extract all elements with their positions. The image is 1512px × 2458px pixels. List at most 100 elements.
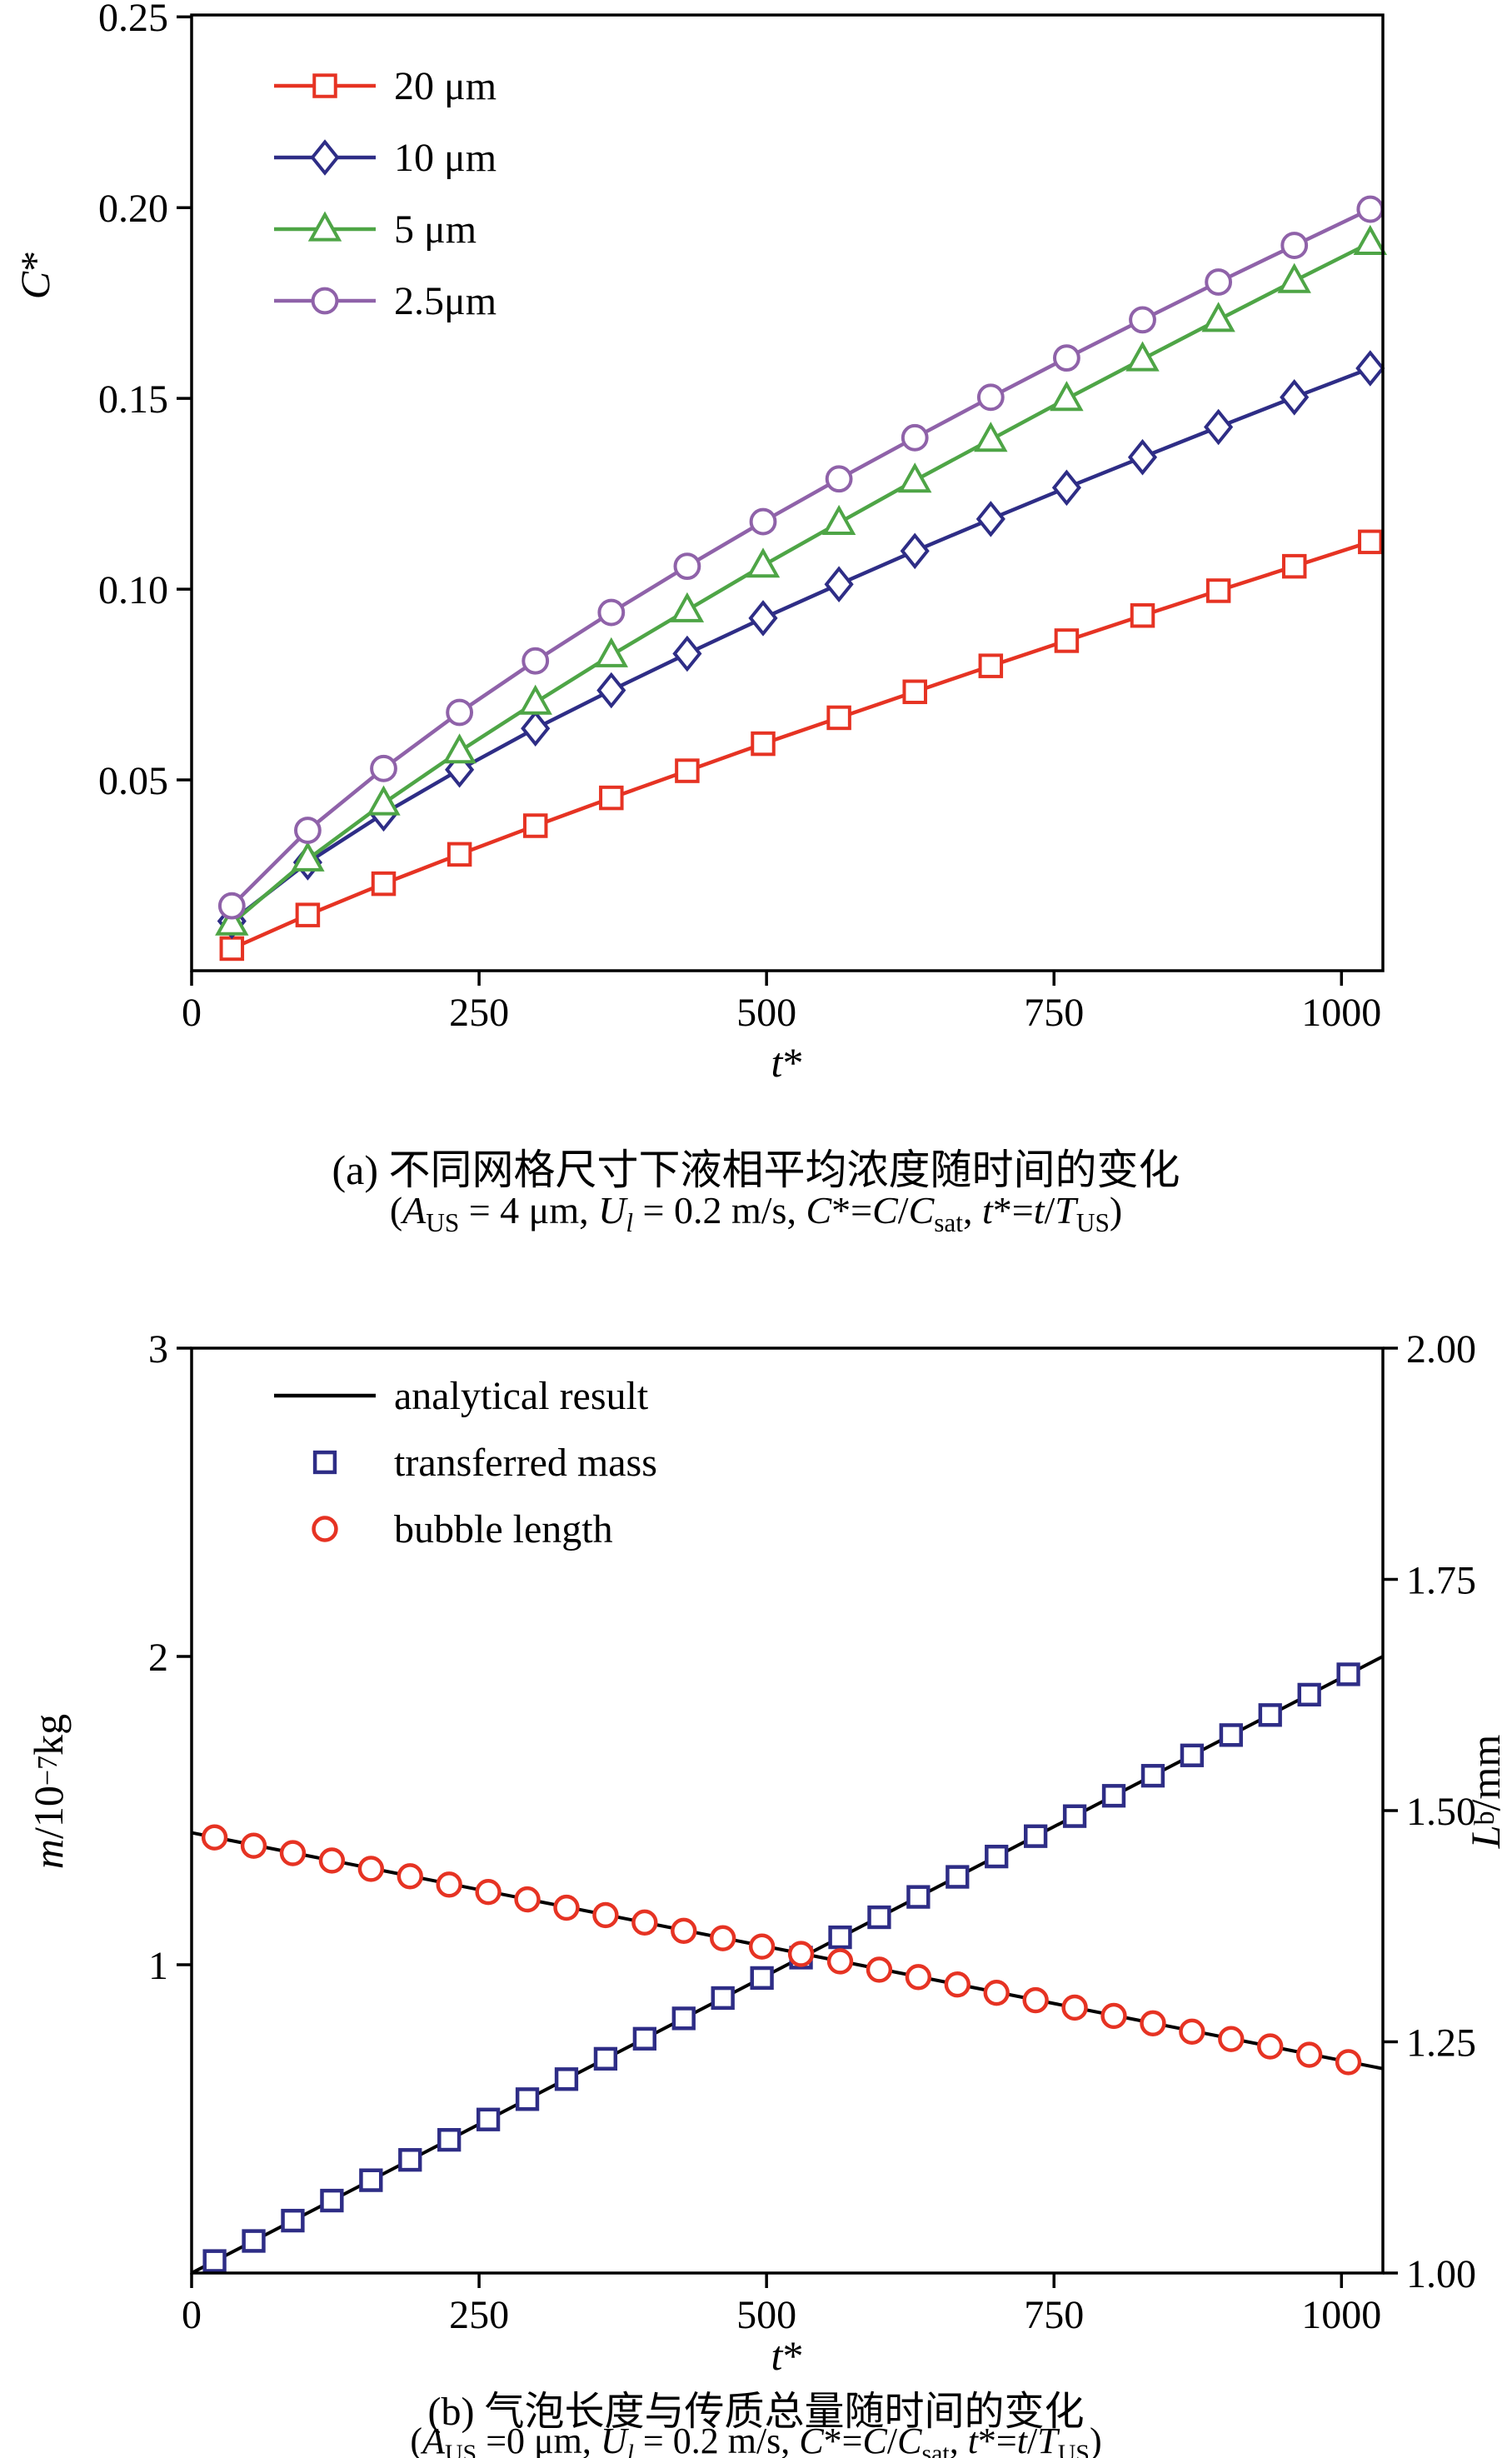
series-marker-0	[675, 758, 700, 783]
legend-circle-marker	[312, 1516, 338, 1542]
legend-square-marker	[312, 1450, 337, 1475]
series-marker-0	[1281, 553, 1307, 579]
series-marker-3	[748, 1933, 776, 1960]
series-marker-3	[976, 383, 1005, 412]
caption-a-line1: (a) 不同网格尺寸下液相平均浓度随时间的变化	[332, 1147, 1180, 1193]
series-marker-2	[1336, 1662, 1360, 1686]
series-marker-2	[359, 2168, 383, 2192]
series-marker-2	[670, 592, 705, 622]
y-axis-tick-label: 2	[148, 1636, 168, 1680]
series-marker-2	[746, 547, 781, 578]
series-marker-2	[1219, 1723, 1243, 1747]
chart-a-y-axis-label: C *	[12, 250, 58, 300]
series-marker-1	[521, 710, 551, 747]
series-marker-3	[1280, 232, 1309, 259]
legend-sample-5-m	[274, 211, 376, 242]
legend-label-5-m: 5 μm	[394, 207, 477, 252]
y-axis-tick-label: 0.25	[98, 0, 168, 40]
legend-square-marker	[312, 73, 337, 98]
series-marker-3	[318, 1847, 346, 1874]
series-marker-3	[370, 754, 397, 782]
series-marker-3	[901, 423, 929, 452]
legend-label-20-m: 20 μm	[394, 63, 497, 108]
series-marker-3	[1205, 268, 1233, 296]
series-marker-3	[521, 647, 550, 675]
series-marker-3	[201, 1824, 228, 1851]
series-marker-2	[518, 684, 552, 715]
x-axis-tick-label: 500	[736, 991, 796, 1035]
chart-a-legend: 20 μm 10 μm 5 μm 2.5μm	[271, 50, 497, 337]
series-marker-3	[825, 465, 853, 493]
series-marker-3	[1179, 2018, 1205, 2045]
series-marker-3	[1335, 2049, 1362, 2076]
series-marker-3	[983, 1979, 1010, 2006]
series-marker-3	[866, 1956, 893, 1983]
series-marker-0	[1130, 602, 1155, 628]
series-marker-0	[295, 902, 321, 927]
series-marker-2	[1050, 381, 1084, 412]
series-marker-2	[1353, 224, 1388, 255]
series-marker-0	[978, 653, 1004, 678]
x-axis-tick-label: 750	[1024, 991, 1084, 1035]
series-marker-1	[1051, 469, 1081, 507]
series-line-3	[230, 207, 1371, 907]
right-y-axis-tick-label: 2.00	[1406, 1327, 1476, 1371]
x-axis-tick-label: 0	[182, 991, 202, 1035]
series-marker-3	[787, 1941, 815, 1967]
legend-item-2-5-m: 2.5μm	[271, 265, 497, 337]
series-marker-3	[671, 1917, 697, 1944]
series-marker-3	[294, 817, 322, 844]
chart-a-x-axis-label: t*	[771, 1039, 804, 1086]
series-marker-3	[631, 1909, 658, 1936]
legend-item-5-m: 5 μm	[271, 193, 497, 265]
series-marker-2	[671, 2006, 696, 2031]
series-marker-3	[592, 1901, 619, 1929]
series-marker-2	[442, 733, 477, 764]
series-marker-3	[357, 1856, 385, 1882]
legend-sample-10-m	[274, 139, 376, 176]
series-marker-2	[593, 2046, 618, 2071]
series-marker-2	[320, 2188, 344, 2213]
legend-sample-analytical-result	[274, 1393, 376, 1398]
series-marker-1	[596, 672, 626, 709]
series-marker-2	[437, 2128, 462, 2152]
series-marker-0	[1358, 529, 1383, 555]
x-axis-tick-label: 1000	[1301, 991, 1381, 1035]
series-marker-0	[826, 705, 851, 731]
series-marker-2	[242, 2229, 266, 2253]
legend-sample-20-m	[274, 73, 376, 98]
legend-item-bubble-length: bubble length	[271, 1496, 657, 1562]
series-marker-3	[1053, 344, 1080, 372]
legend-item-transferred-mass: transferred mass	[271, 1429, 657, 1496]
series-marker-2	[974, 422, 1008, 452]
series-marker-2	[202, 2249, 227, 2273]
right-y-axis-tick-label: 1.00	[1406, 2252, 1476, 2296]
series-marker-3	[1100, 2002, 1127, 2030]
series-marker-2	[515, 2087, 540, 2111]
series-marker-2	[632, 2026, 656, 2051]
series-marker-0	[902, 679, 927, 705]
y-axis-tick-label: 0.20	[98, 187, 168, 231]
y-axis-tick-label: 0.10	[98, 568, 168, 612]
series-marker-2	[985, 1844, 1009, 1869]
legend-item-10-m: 10 μm	[271, 122, 497, 193]
right-y-axis-tick-label: 1.25	[1406, 2021, 1476, 2065]
series-marker-3	[1257, 2033, 1284, 2060]
legend-sample-bubble-length	[312, 1516, 338, 1542]
series-marker-0	[447, 842, 472, 867]
series-marker-3	[710, 1925, 736, 1951]
series-marker-1	[976, 501, 1006, 537]
series-marker-3	[436, 1871, 462, 1898]
series-marker-2	[821, 504, 856, 535]
caption-b-line2: (AUS =0 μm, Ul = 0.2 m/s, C*=C/Csat, t*=…	[410, 2421, 1102, 2458]
legend-label-bubble-length: bubble length	[394, 1506, 613, 1551]
series-marker-3	[1356, 195, 1385, 223]
caption-a-line2: (AUS = 4 μm, Ul = 0.2 m/s, C*=C/Csat, t*…	[389, 1189, 1123, 1238]
series-marker-1	[1355, 350, 1385, 387]
legend-diamond-marker	[310, 139, 340, 176]
x-axis-tick-label: 1000	[1301, 2293, 1381, 2337]
legend-sample-2-5-m	[274, 287, 376, 315]
chart-b-legend: analytical result transferred mass bubble …	[271, 1362, 657, 1562]
legend-item-analytical-result: analytical result	[271, 1362, 657, 1429]
series-marker-1	[748, 600, 778, 637]
